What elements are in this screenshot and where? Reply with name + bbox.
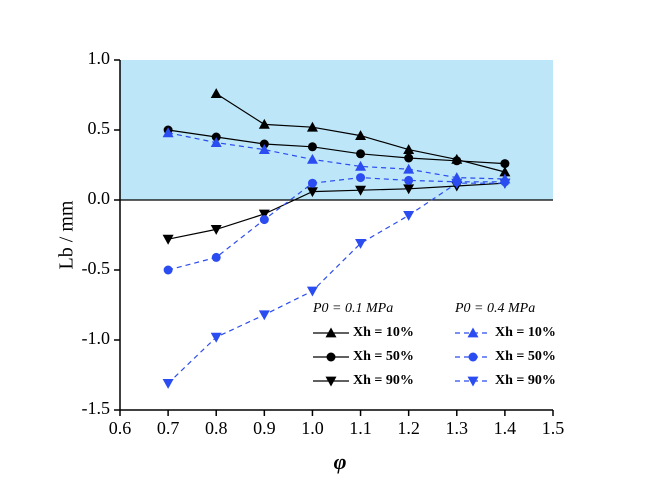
x-tick-label: 0.9	[253, 418, 276, 438]
series-line	[167, 182, 505, 384]
shaded-region	[120, 60, 553, 200]
x-tick-label: 1.0	[301, 418, 324, 438]
legend-label: Xh = 50%	[353, 349, 414, 364]
marker	[355, 130, 367, 140]
marker	[451, 178, 463, 189]
legend-marker	[325, 376, 337, 387]
y-axis-label: Lb / mm	[56, 200, 78, 269]
series-line	[167, 182, 505, 240]
y-tick-label: -1.5	[82, 398, 111, 418]
marker	[306, 121, 318, 132]
marker	[258, 310, 270, 321]
marker	[356, 173, 366, 183]
marker	[404, 175, 414, 185]
marker	[306, 187, 318, 198]
marker	[162, 234, 174, 245]
marker	[404, 153, 414, 163]
marker	[210, 137, 222, 147]
marker	[499, 178, 511, 189]
legend-marker	[326, 352, 336, 362]
marker	[499, 166, 511, 177]
marker	[306, 153, 318, 164]
marker	[307, 178, 317, 188]
marker	[162, 127, 174, 138]
x-tick-label: 1.3	[446, 418, 469, 438]
legend-title: P0 = 0.1 MPa	[312, 301, 393, 316]
marker	[356, 149, 366, 159]
marker	[258, 144, 270, 154]
legend-label: Xh = 50%	[495, 349, 556, 364]
marker	[355, 160, 367, 171]
legend-label: Xh = 90%	[495, 373, 556, 388]
series-line	[167, 176, 505, 271]
x-tick-label: 0.6	[109, 418, 132, 438]
y-tick-label: -0.5	[82, 258, 111, 278]
marker	[500, 159, 510, 169]
marker	[403, 211, 415, 221]
legend-marker	[467, 376, 479, 387]
marker	[211, 132, 221, 142]
y-tick-label: 1.0	[88, 48, 111, 68]
marker	[306, 286, 318, 297]
marker	[163, 265, 173, 275]
x-tick-label: 1.5	[542, 418, 565, 438]
marker	[258, 209, 270, 220]
marker	[210, 332, 222, 343]
marker	[403, 184, 415, 195]
x-tick-label: 1.2	[397, 418, 420, 438]
x-axis-label: φ	[334, 449, 347, 474]
legend-marker	[468, 352, 478, 362]
marker	[210, 225, 222, 235]
y-tick-label: 0.0	[88, 188, 111, 208]
x-tick-label: 1.4	[494, 418, 517, 438]
marker	[355, 185, 367, 196]
marker	[211, 252, 221, 262]
marker	[403, 144, 415, 154]
marker	[355, 239, 367, 249]
marker	[210, 88, 222, 98]
legend-label: Xh = 10%	[353, 325, 414, 340]
marker	[259, 139, 269, 149]
y-tick-label: -1.0	[82, 328, 111, 348]
x-tick-label: 1.1	[349, 418, 372, 438]
legend-marker	[467, 327, 479, 338]
legend-title: P0 = 0.4 MPa	[454, 301, 535, 316]
marker	[259, 215, 269, 225]
legend-label: Xh = 90%	[353, 373, 414, 388]
x-tick-label: 0.8	[205, 418, 228, 438]
series-line	[168, 129, 505, 165]
marker	[162, 379, 174, 389]
marker	[403, 163, 415, 174]
marker	[307, 142, 317, 152]
y-tick-label: 0.5	[88, 118, 111, 138]
x-tick-label: 0.7	[157, 418, 180, 438]
marker	[258, 118, 270, 129]
legend-label: Xh = 10%	[495, 325, 556, 340]
marker	[452, 156, 462, 166]
legend-marker	[325, 327, 337, 338]
series-line	[167, 132, 505, 180]
